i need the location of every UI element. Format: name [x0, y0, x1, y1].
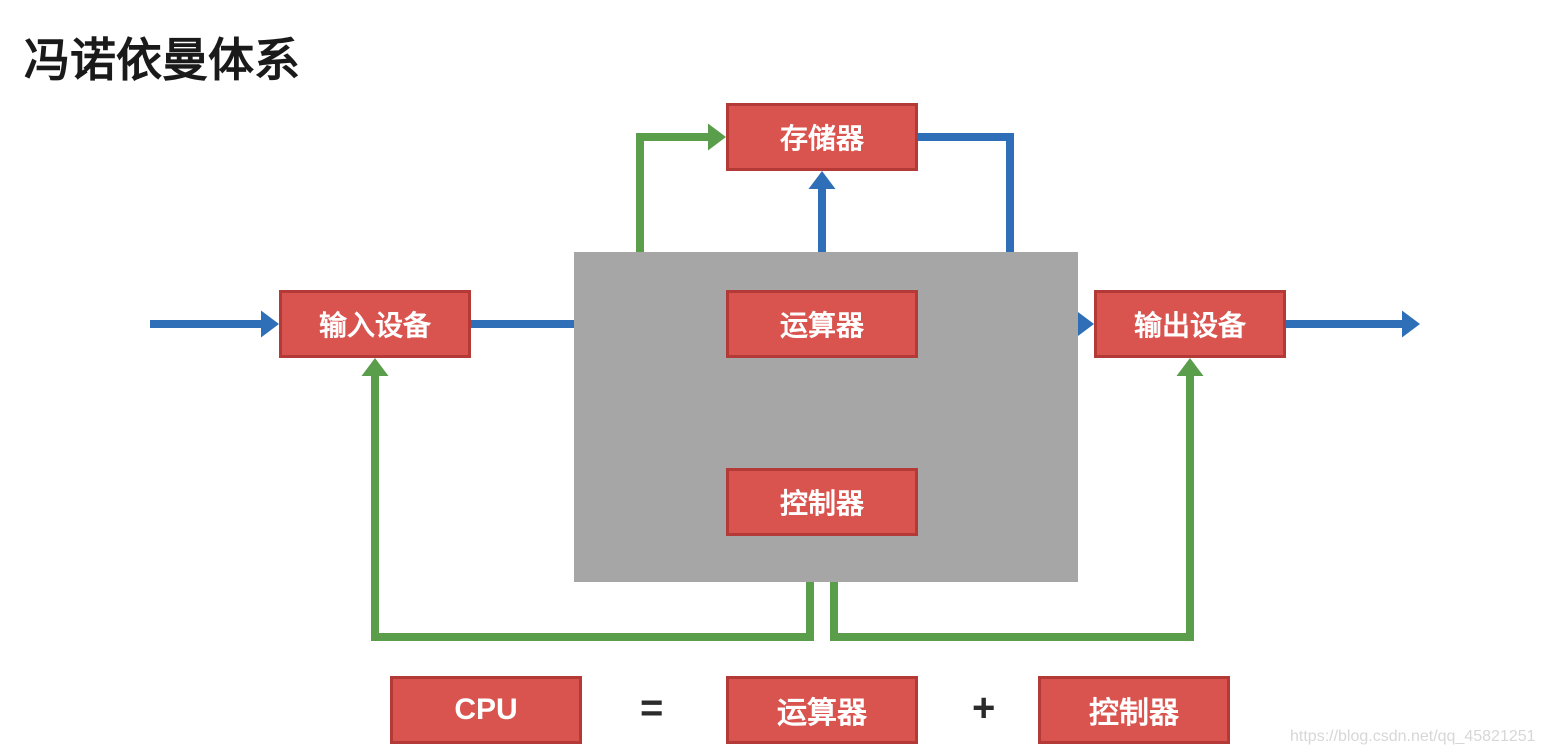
eq-box-cpu: CPU	[390, 676, 582, 744]
node-input: 输入设备	[279, 290, 471, 358]
eq-box-alu: 运算器	[726, 676, 918, 744]
eq-box-control: 控制器	[1038, 676, 1230, 744]
eq-op-plus: +	[972, 686, 995, 731]
node-memory: 存储器	[726, 103, 918, 171]
eq-op-equals: =	[640, 686, 663, 731]
watermark-text: https://blog.csdn.net/qq_45821251	[1290, 728, 1536, 746]
diagram-title: 冯诺依曼体系	[24, 24, 300, 90]
diagram-stage: 冯诺依曼体系 存储器 输入设备 运算器 输出设备 控制器 CPU = 运算器 +…	[0, 0, 1564, 748]
node-alu: 运算器	[726, 290, 918, 358]
node-control: 控制器	[726, 468, 918, 536]
node-output: 输出设备	[1094, 290, 1286, 358]
